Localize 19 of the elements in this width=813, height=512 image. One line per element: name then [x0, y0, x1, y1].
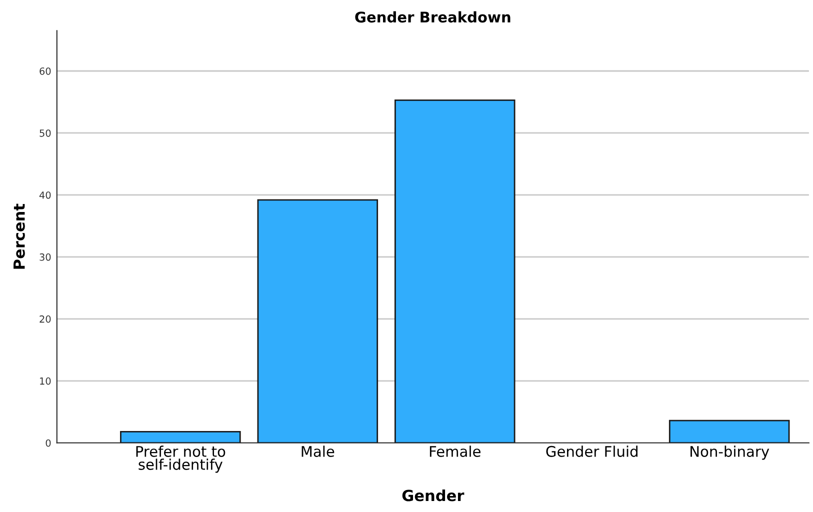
x-axis-title: Gender — [402, 489, 464, 502]
y-tick-label: 40 — [39, 191, 51, 199]
x-tick-label: Prefer not to self-identify — [136, 446, 226, 473]
x-tick-label: Male — [302, 446, 334, 457]
x-tick-label: Non-binary — [690, 446, 770, 460]
y-tick-label: 20 — [40, 315, 51, 323]
y-tick-label: 60 — [40, 67, 51, 75]
y-tick-label: 50 — [40, 129, 51, 137]
y-tick-label: 0 — [46, 439, 51, 447]
y-tick-label: 30 — [40, 253, 51, 261]
x-tick-label: Female — [430, 446, 480, 457]
y-axis-title: Percent — [14, 204, 25, 269]
chart-title: Gender Breakdown — [355, 11, 510, 23]
y-tick-label: 10 — [40, 377, 51, 385]
bar — [668, 420, 790, 443]
bar — [120, 431, 241, 443]
x-tick-label: Gender Fluid — [546, 446, 638, 457]
bar — [257, 199, 378, 443]
bar — [394, 99, 516, 443]
